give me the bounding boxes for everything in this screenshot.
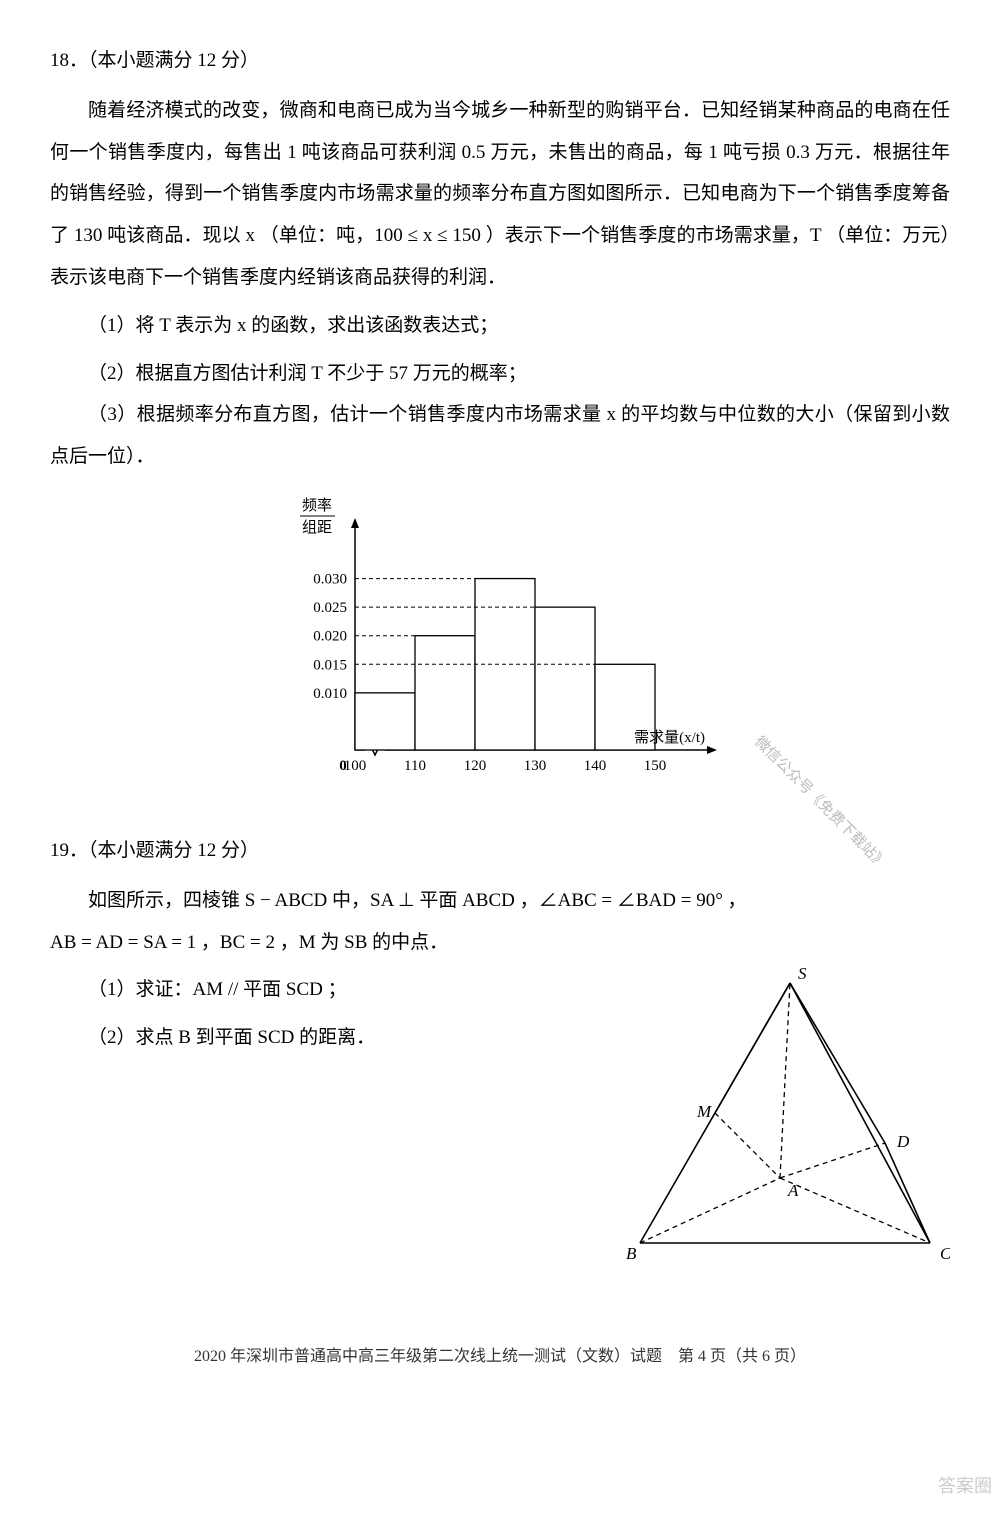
corner-watermark: 答案圈	[938, 1467, 992, 1507]
svg-text:B: B	[626, 1244, 637, 1263]
question-19: 19．（本小题满分 12 分） 如图所示，四棱锥 S − ABCD 中，SA ⊥…	[50, 830, 950, 1289]
q18-sub3: （3）根据频率分布直方图，估计一个销售季度内市场需求量 x 的平均数与中位数的大…	[50, 394, 950, 478]
svg-text:0.025: 0.025	[313, 600, 347, 616]
svg-text:0.010: 0.010	[313, 686, 347, 702]
q19-para2: AB = AD = SA = 1 ，BC = 2 ，M 为 SB 的中点．	[50, 922, 950, 964]
svg-text:100: 100	[344, 758, 367, 774]
q18-paragraph: 随着经济模式的改变，微商和电商已成为当今城乡一种新型的购销平台．已知经销某种商品…	[50, 90, 950, 299]
histogram-svg: 频率组距 0.010 0.015 0.020 0.025 0.030 100 110 120 13…	[260, 490, 740, 800]
pyramid-figure: S A B C D M	[610, 963, 950, 1289]
svg-text:D: D	[896, 1132, 910, 1151]
svg-text:120: 120	[464, 758, 487, 774]
svg-text:140: 140	[584, 758, 607, 774]
histogram-chart: 频率组距 0.010 0.015 0.020 0.025 0.030 100 110 120 13…	[50, 490, 950, 800]
svg-text:150: 150	[644, 758, 667, 774]
q18-header: 18．（本小题满分 12 分）	[50, 40, 950, 82]
svg-text:M: M	[696, 1102, 712, 1121]
svg-text:0.030: 0.030	[313, 572, 347, 588]
svg-text:C: C	[940, 1244, 950, 1263]
q19-header: 19．（本小题满分 12 分）	[50, 830, 950, 872]
pyramid-svg: S A B C D M	[610, 963, 950, 1273]
svg-text:频率: 频率	[302, 497, 332, 514]
svg-text:A: A	[787, 1181, 799, 1200]
q19-sub1: （1）求证：AM // 平面 SCD ；	[50, 969, 580, 1011]
svg-text:130: 130	[524, 758, 547, 774]
svg-text:S: S	[798, 964, 807, 983]
question-18: 18．（本小题满分 12 分） 随着经济模式的改变，微商和电商已成为当今城乡一种…	[50, 40, 950, 800]
page-footer: 2020 年深圳市普通高中高三年级第二次线上统一测试（文数）试题 第 4 页（共…	[50, 1339, 950, 1374]
q19-para1: 如图所示，四棱锥 S − ABCD 中，SA ⊥ 平面 ABCD ，∠ABC =…	[50, 880, 950, 922]
svg-text:110: 110	[404, 758, 426, 774]
svg-text:0.015: 0.015	[313, 657, 347, 673]
svg-text:0: 0	[339, 758, 347, 774]
q18-sub2: （2）根据直方图估计利润 T 不少于 57 万元的概率；	[50, 353, 950, 395]
q18-sub1: （1）将 T 表示为 x 的函数，求出该函数表达式；	[50, 305, 950, 347]
svg-text:组距: 组距	[302, 519, 332, 536]
svg-text:需求量(x/t): 需求量(x/t)	[634, 729, 705, 746]
svg-text:0.020: 0.020	[313, 629, 347, 645]
q19-sub2: （2）求点 B 到平面 SCD 的距离．	[50, 1017, 580, 1059]
